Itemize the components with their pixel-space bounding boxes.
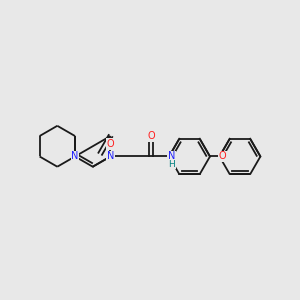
Text: O: O <box>106 139 114 149</box>
Text: H: H <box>168 160 175 169</box>
Text: O: O <box>218 152 226 161</box>
Text: N: N <box>71 152 79 161</box>
Text: O: O <box>148 131 155 141</box>
Text: N: N <box>107 152 114 161</box>
Text: N: N <box>168 152 176 161</box>
